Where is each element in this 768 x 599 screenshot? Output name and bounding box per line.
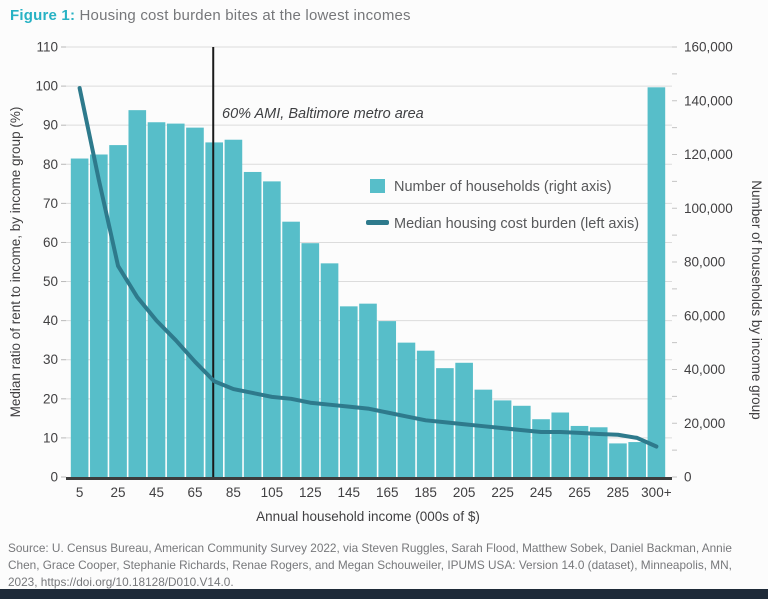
- x-tick-label: 245: [530, 485, 553, 500]
- bar: [166, 123, 185, 477]
- left-tick-label: 90: [43, 118, 58, 133]
- legend-bar-label: Number of households (right axis): [394, 179, 612, 195]
- left-tick-label: 30: [43, 352, 58, 367]
- x-tick-label: 65: [187, 485, 202, 500]
- source-note: Source: U. Census Bureau, American Commu…: [8, 541, 732, 589]
- bar: [70, 158, 89, 477]
- legend-bar-swatch: [370, 179, 385, 193]
- bar: [224, 139, 243, 477]
- bar: [339, 306, 358, 477]
- bar: [551, 412, 570, 477]
- bar: [474, 389, 493, 477]
- bar: [301, 243, 320, 477]
- left-tick-label: 80: [43, 157, 58, 172]
- left-tick-label: 110: [36, 40, 58, 55]
- bar: [90, 154, 108, 477]
- x-tick-label: 300+: [641, 485, 672, 500]
- x-tick-label: 85: [226, 485, 241, 500]
- axes: 0 10 20 30 40 50 60 70 80 90 100 110 0 20,000 40,000 60…: [35, 40, 732, 501]
- bar: [186, 127, 204, 477]
- x-axis-title: Annual household income (000s of $): [256, 509, 480, 524]
- right-tick-label: 160,000: [684, 40, 733, 55]
- bar-series: [70, 87, 666, 477]
- bar: [455, 362, 473, 477]
- bar: [628, 442, 646, 477]
- left-axis-title: Median ratio of rent to income, by incom…: [8, 107, 23, 418]
- x-tick-label: 45: [149, 485, 164, 500]
- ami-annotation: 60% AMI, Baltimore metro area: [222, 106, 424, 122]
- x-tick-label: 185: [414, 485, 437, 500]
- left-tick-label: 50: [43, 274, 58, 289]
- bar: [282, 221, 300, 477]
- x-tick-label: 265: [568, 485, 591, 500]
- legend-line-label: Median housing cost burden (left axis): [394, 216, 639, 232]
- left-tick-label: 100: [35, 79, 58, 94]
- right-tick-label: 80,000: [684, 255, 725, 270]
- x-tick-label: 105: [261, 485, 284, 500]
- bar: [359, 303, 377, 477]
- right-tick-label: 100,000: [684, 201, 733, 216]
- footer-bar: [0, 589, 768, 599]
- x-tick-label: 145: [338, 485, 361, 500]
- x-tick-label: 25: [111, 485, 126, 500]
- bar: [263, 181, 281, 477]
- bar: [589, 427, 608, 477]
- bar: [397, 342, 416, 477]
- bar: [493, 400, 512, 477]
- right-tick-label: 120,000: [684, 147, 733, 162]
- bar: [243, 171, 262, 477]
- x-tick-label: 205: [453, 485, 476, 500]
- legend: Number of households (right axis) Median…: [366, 179, 639, 232]
- right-tick-label: 0: [684, 470, 692, 485]
- bar: [109, 145, 127, 477]
- bar: [416, 350, 435, 477]
- right-tick-label: 20,000: [684, 416, 725, 431]
- left-tick-label: 60: [43, 235, 58, 250]
- chart-canvas: 0 10 20 30 40 50 60 70 80 90 100 110 0 20,000 40,000 60…: [8, 40, 764, 525]
- legend-line-swatch: [366, 220, 389, 225]
- x-tick-label: 225: [491, 485, 514, 500]
- x-tick-label: 285: [607, 485, 630, 500]
- figure-label: Figure 1:: [10, 7, 76, 24]
- x-tick-label: 5: [76, 485, 84, 500]
- figure-title-row: Figure 1: Housing cost burden bites at t…: [10, 7, 411, 24]
- bar: [512, 405, 531, 477]
- left-tick-label: 40: [43, 313, 58, 328]
- bar: [609, 443, 627, 477]
- left-tick-label: 20: [43, 391, 58, 406]
- burden-line: [77, 86, 659, 449]
- right-axis-title: Number of households by income group: [749, 180, 764, 419]
- bar: [320, 263, 339, 477]
- x-tick-label: 165: [376, 485, 399, 500]
- x-tick-label: 125: [299, 485, 322, 500]
- left-tick-label: 0: [50, 470, 58, 485]
- right-tick-label: 40,000: [684, 362, 725, 377]
- bar: [378, 321, 397, 477]
- page-title: Housing cost burden bites at the lowest …: [79, 7, 411, 24]
- right-tick-label: 60,000: [684, 308, 725, 323]
- bar: [532, 419, 550, 477]
- bar: [147, 122, 166, 477]
- bar: [570, 425, 589, 477]
- right-tick-label: 140,000: [684, 93, 733, 108]
- left-tick-label: 70: [43, 196, 58, 211]
- bar: [647, 87, 666, 477]
- left-tick-label: 10: [43, 430, 58, 445]
